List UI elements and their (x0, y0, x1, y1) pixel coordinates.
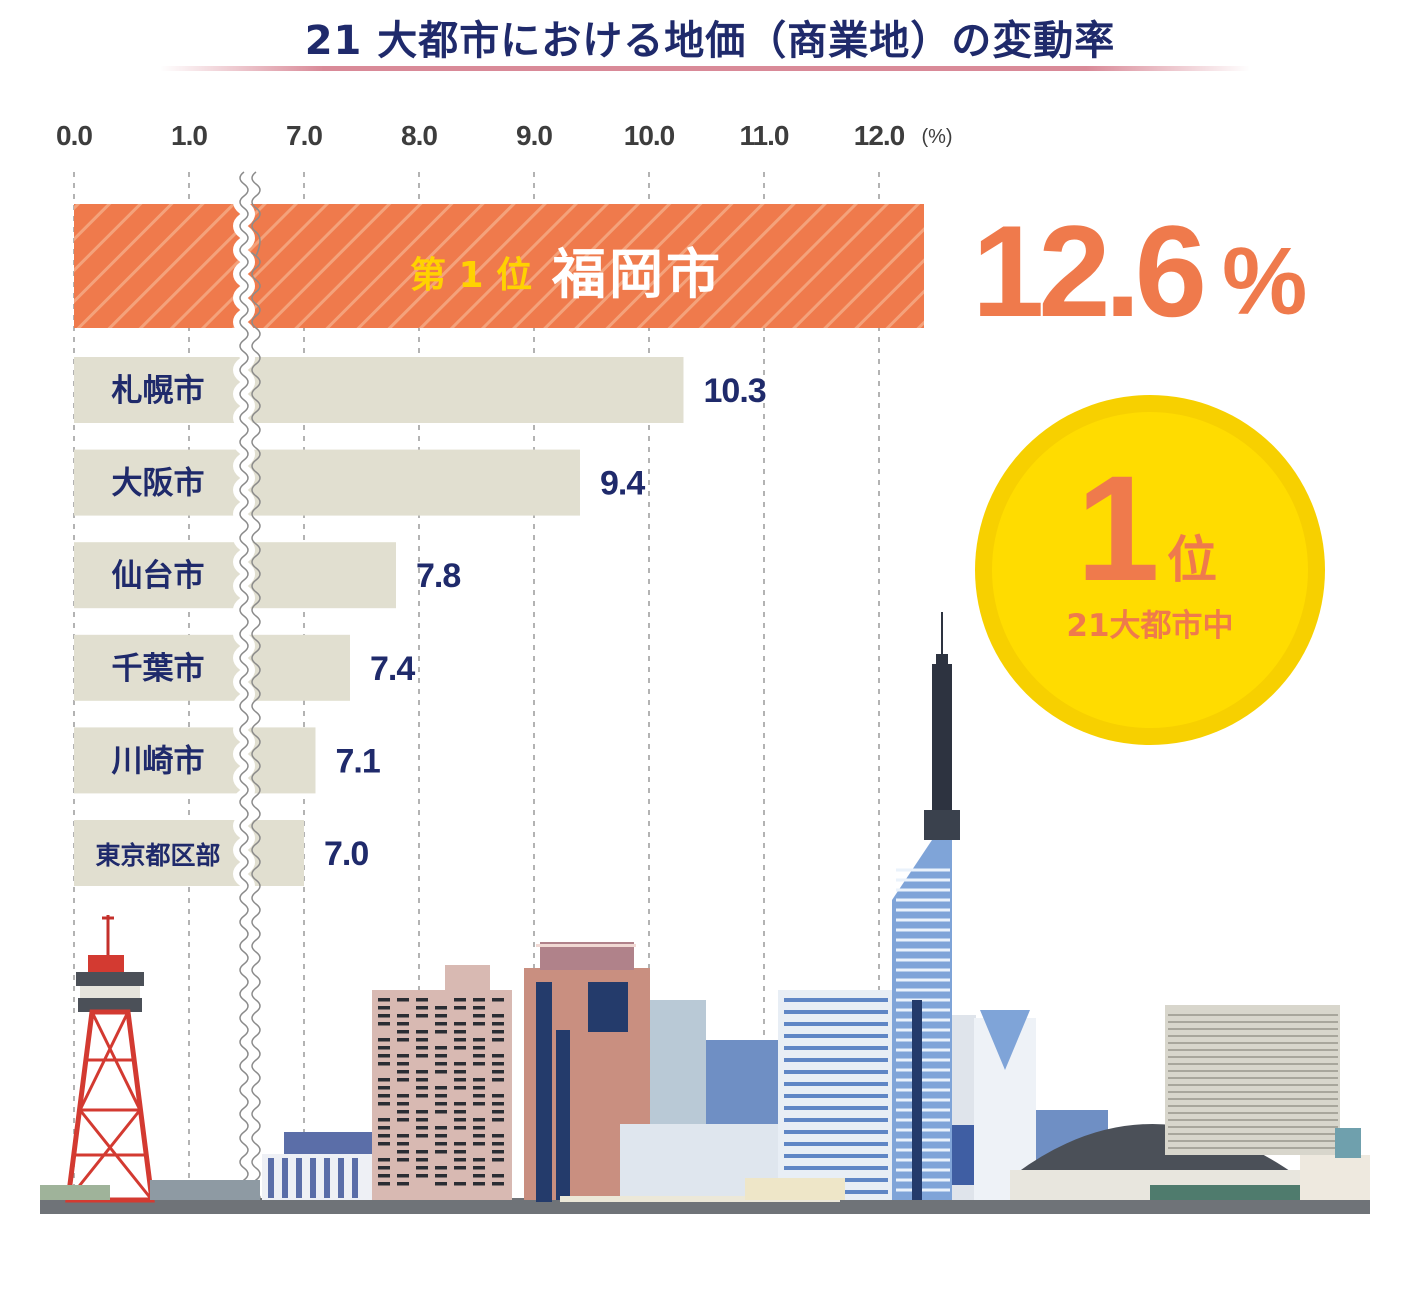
bar-fukuoka (74, 204, 924, 328)
bar-chiba (74, 634, 350, 701)
city-skyline-illustration (40, 612, 1370, 1214)
bar-sendai (74, 542, 396, 609)
badge-subtitle: 21大都市中 (1066, 608, 1233, 644)
bar-sapporo (74, 357, 684, 423)
bar-kawasaki (74, 727, 316, 794)
bar-tokyo-wards (74, 820, 304, 886)
badge-rank-unit: 位 (1167, 531, 1217, 589)
axis-break (233, 166, 262, 1210)
value-label: 7.8 (416, 557, 460, 595)
category-label: 千葉市 (112, 651, 205, 687)
x-tick-label: 12.0 (854, 120, 905, 151)
port-tower-illustration (65, 915, 155, 1203)
top-percent-sign: % (1222, 228, 1307, 335)
x-tick-label: 7.0 (286, 120, 322, 151)
top-rank-label: 第 1 位 (410, 255, 532, 296)
category-label: 仙台市 (112, 558, 205, 594)
fukuoka-tower-illustration (892, 612, 960, 1200)
category-label: 札幌市 (112, 373, 205, 409)
top-city-label: 福岡市 (551, 243, 723, 306)
chart-title: 21 大都市における地価（商業地）の変動率 (304, 18, 1116, 64)
x-tick-label: 1.0 (171, 120, 207, 151)
badge-inner-circle (992, 412, 1308, 728)
top-value-label: 12.6 (972, 198, 1203, 344)
category-label: 東京都区部 (95, 841, 220, 870)
category-label: 川崎市 (112, 743, 205, 779)
bar-osaka (74, 449, 580, 516)
x-tick-label: 8.0 (401, 120, 437, 151)
badge-rank-number: 1 (1076, 444, 1159, 612)
value-label: 7.0 (324, 835, 368, 873)
title-underline (160, 66, 1250, 71)
value-label: 10.3 (704, 372, 766, 410)
x-axis-unit: (%) (921, 126, 952, 148)
x-tick-label: 10.0 (624, 120, 675, 151)
bars: 第 1 位福岡市 12.6 % 札幌市 10.3 大阪市 9.4 仙台市 7.8 千葉市 7.4 川崎… (74, 166, 1325, 1210)
value-label: 9.4 (600, 465, 645, 503)
x-tick-label: 0.0 (56, 120, 92, 151)
category-label: 大阪市 (112, 466, 205, 502)
x-tick-label: 11.0 (740, 120, 789, 151)
value-label: 7.1 (336, 742, 380, 780)
rank-badge: 1 位 21大都市中 (975, 395, 1325, 745)
x-tick-label: 9.0 (516, 120, 552, 151)
value-label: 7.4 (370, 650, 415, 688)
x-axis-ticks: 0.0 1.0 7.0 8.0 9.0 10.0 11.0 12.0 (%) (56, 120, 953, 151)
